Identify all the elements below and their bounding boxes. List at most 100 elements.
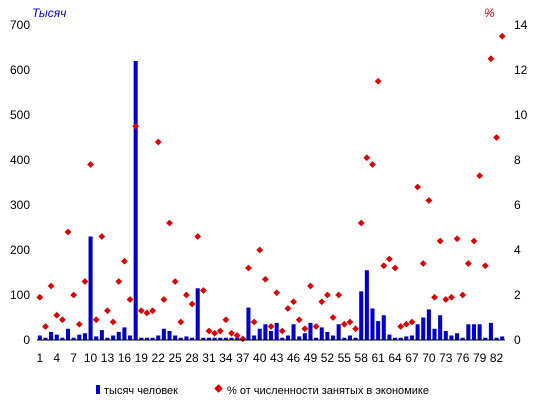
- bar: [212, 337, 217, 340]
- x-tick-label: 43: [270, 351, 284, 365]
- data-point: [245, 264, 252, 272]
- data-point: [132, 122, 140, 130]
- data-point: [233, 332, 241, 339]
- data-point: [58, 316, 66, 324]
- y-left-tick-label: 600: [10, 63, 30, 77]
- bar: [263, 324, 268, 340]
- bar: [297, 336, 302, 340]
- data-point: [120, 257, 128, 265]
- bar: [139, 337, 144, 340]
- data-point: [261, 275, 269, 283]
- data-point: [36, 293, 44, 301]
- data-point: [250, 318, 258, 326]
- bar: [122, 327, 127, 340]
- data-point: [487, 55, 495, 63]
- bar: [438, 315, 443, 340]
- bar: [387, 334, 392, 340]
- y-right-unit-label: %: [484, 6, 495, 20]
- data-point: [312, 323, 320, 330]
- data-point: [166, 219, 173, 227]
- data-point: [386, 255, 393, 263]
- x-tick-label: 67: [405, 351, 419, 365]
- bar: [409, 335, 414, 340]
- x-tick-label: 1: [36, 351, 43, 365]
- data-point: [222, 316, 230, 324]
- data-point: [290, 298, 297, 306]
- data-point: [75, 320, 83, 328]
- data-point: [98, 233, 106, 240]
- x-tick-label: 25: [168, 351, 182, 365]
- bar: [330, 335, 336, 340]
- y-right-tick-label: 14: [514, 18, 528, 32]
- data-point: [352, 325, 359, 333]
- bar: [184, 336, 189, 340]
- y-left-tick-labels: 0 100 200 300 400 500 600 700: [10, 18, 30, 347]
- y-right-tick-label: 0: [514, 333, 521, 347]
- data-point: [92, 316, 100, 324]
- bar: [116, 331, 121, 340]
- data-point: [256, 246, 264, 254]
- x-tick-label: 76: [456, 351, 470, 365]
- data-point: [126, 296, 134, 303]
- data-point: [346, 318, 354, 326]
- y-left-tick-label: 300: [10, 198, 30, 212]
- data-point: [143, 309, 151, 317]
- bar: [291, 324, 296, 340]
- data-point: [453, 235, 461, 243]
- bar: [252, 335, 257, 340]
- data-point: [448, 293, 455, 301]
- x-tick-label: 7: [70, 351, 77, 365]
- y-right-tick-label: 2: [514, 288, 521, 302]
- y-left-tick-label: 100: [10, 288, 30, 302]
- bar: [257, 328, 262, 340]
- data-point: [47, 282, 55, 290]
- data-point: [408, 318, 416, 326]
- bar: [133, 61, 138, 340]
- x-tick-label: 4: [53, 351, 60, 365]
- bar: [280, 337, 285, 340]
- x-tick-label: 10: [84, 351, 98, 365]
- bar: [471, 324, 477, 340]
- x-tick-label: 19: [135, 351, 149, 365]
- data-point: [177, 318, 185, 326]
- bar: [308, 322, 313, 340]
- bar: [336, 324, 341, 340]
- data-point: [160, 296, 168, 303]
- bar: [494, 337, 499, 340]
- bar: [364, 270, 369, 340]
- bar: [49, 331, 54, 340]
- data-point: [481, 262, 489, 270]
- x-tick-label: 40: [253, 351, 267, 365]
- x-tick-label: 13: [101, 351, 115, 365]
- bar: [60, 337, 65, 340]
- data-point: [369, 161, 376, 168]
- data-point: [284, 305, 292, 312]
- bar: [111, 335, 116, 340]
- x-tick-label: 46: [287, 351, 301, 365]
- data-point: [318, 298, 326, 306]
- data-point: [340, 320, 348, 328]
- data-point: [42, 323, 49, 330]
- bar: [218, 337, 223, 340]
- bar: [443, 331, 448, 340]
- data-point: [228, 329, 235, 337]
- legend-scatter-label: % от численности занятых в экономике: [227, 385, 429, 397]
- x-tick-label: 55: [338, 351, 352, 365]
- data-point: [104, 307, 111, 315]
- bar: [376, 321, 381, 340]
- data-point: [431, 293, 438, 301]
- bar: [167, 331, 172, 340]
- y-right-tick-label: 12: [514, 63, 528, 77]
- data-point: [216, 327, 224, 335]
- bar: [150, 337, 155, 340]
- y-right-tick-label: 6: [514, 198, 521, 212]
- bar: [229, 337, 234, 340]
- bar: [500, 336, 505, 340]
- data-point: [374, 77, 382, 85]
- data-point: [357, 219, 365, 227]
- x-tick-label: 58: [355, 351, 369, 365]
- legend-scatter-swatch: [214, 384, 223, 393]
- bar: [105, 337, 110, 340]
- bar: [190, 337, 195, 340]
